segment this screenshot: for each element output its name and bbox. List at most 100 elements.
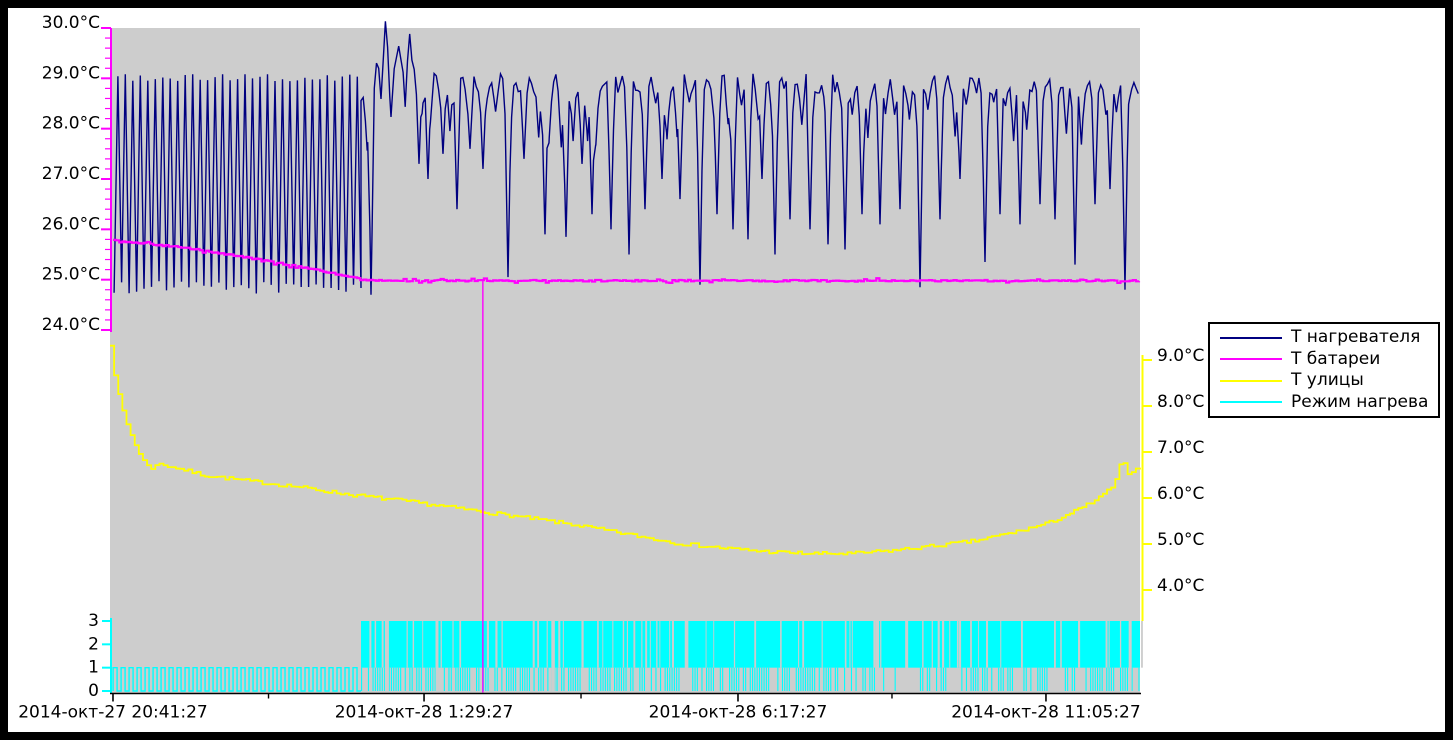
mode-tick [671, 667, 673, 691]
mode-tick [972, 667, 974, 691]
mode-gap [412, 621, 415, 668]
mode-tick [485, 667, 487, 691]
mode-tick [568, 667, 570, 691]
x-tick-label: 2014-окт-28 6:17:27 [649, 703, 828, 723]
mode-major-gap [905, 621, 909, 691]
y-right-tick-label: 8.0°C [1157, 392, 1204, 412]
mode-tick [1099, 667, 1101, 691]
mode-tick [825, 667, 827, 691]
mode-tick [1067, 667, 1069, 691]
mode-tick [862, 667, 864, 691]
legend-label-battery: Т батареи [1291, 348, 1381, 369]
mode-tick [768, 667, 770, 691]
mode-gap [622, 621, 625, 668]
mode-gap [381, 621, 384, 668]
mode-tick [756, 667, 758, 691]
mode-tick [798, 667, 800, 691]
mode-tick [416, 667, 418, 691]
mode-tick [1023, 667, 1025, 691]
mode-tick [469, 667, 471, 691]
mode-tick [384, 667, 386, 691]
mode-tick [1120, 667, 1122, 691]
mode-tick [432, 667, 434, 691]
y-mode-tick-label: 3 [88, 611, 99, 631]
mode-tick [1094, 667, 1096, 691]
mode-tick [390, 667, 393, 691]
x-tick-label: 2014-окт-28 1:29:27 [335, 703, 514, 723]
mode-tick [722, 667, 724, 691]
mode-tick [710, 667, 712, 691]
mode-tick [883, 667, 885, 691]
y-right-tick-label: 4.0°C [1157, 576, 1204, 596]
mode-gap [406, 621, 408, 668]
mode-gap [1141, 621, 1143, 668]
mode-gap [821, 621, 823, 668]
mode-gap [1108, 621, 1110, 668]
y-left-tick-label: 30.0°C [42, 13, 100, 33]
mode-gap [844, 621, 847, 668]
mode-tick [919, 667, 922, 691]
mode-tick [494, 667, 496, 691]
mode-tick [830, 667, 832, 691]
mode-gap [849, 621, 851, 668]
mode-tick [607, 667, 609, 691]
mode-gap [780, 621, 782, 668]
mode-gap [626, 621, 629, 668]
mode-tick [487, 667, 489, 691]
mode-tick [784, 667, 786, 691]
mode-tick [388, 667, 390, 691]
mode-gap [978, 621, 980, 668]
mode-tick [430, 667, 432, 691]
mode-gap [581, 621, 584, 668]
series-heater-line [113, 21, 1139, 295]
mode-tick [620, 667, 623, 691]
mode-tick [570, 667, 572, 691]
mode-tick [814, 667, 816, 691]
mode-tick [478, 667, 480, 691]
mode-gap [641, 621, 643, 668]
mode-tick [795, 667, 797, 691]
legend: Т нагревателя Т батареи Т улицы Режим на… [1208, 322, 1440, 418]
mode-tick [579, 667, 581, 691]
mode-tick [1044, 667, 1046, 691]
mode-tick [1113, 667, 1115, 691]
mode-gap [495, 621, 498, 668]
mode-gap [501, 621, 503, 668]
mode-tick [519, 667, 521, 691]
legend-line-heater [1220, 336, 1282, 339]
mode-tick [818, 667, 820, 691]
mode-tick [733, 667, 735, 691]
mode-tick [379, 667, 381, 691]
mode-tick [595, 667, 597, 691]
mode-gap [486, 621, 489, 668]
mode-tick [1122, 667, 1124, 691]
mode-tick [660, 667, 662, 691]
mode-gap [374, 621, 377, 668]
mode-tick [1037, 667, 1039, 691]
mode-tick [1101, 667, 1103, 691]
mode-gap [798, 621, 800, 668]
mode-tick [765, 667, 767, 691]
mode-tick [361, 667, 363, 691]
mode-tick [754, 667, 756, 691]
mode-tick [708, 667, 710, 691]
mode-tick [623, 667, 625, 691]
mode-tick [1007, 667, 1009, 691]
mode-tick [600, 667, 602, 691]
mode-tick [614, 667, 616, 691]
mode-gap [649, 621, 651, 668]
mode-tick [1138, 667, 1140, 691]
mode-gap [452, 621, 454, 668]
mode-tick [749, 667, 751, 691]
mode-tick [804, 667, 807, 691]
mode-tick [940, 667, 942, 691]
mode-tick [961, 667, 963, 691]
mode-tick [664, 667, 666, 691]
mode-tick [524, 667, 526, 691]
mode-tick [869, 667, 871, 691]
plot-area [110, 28, 1140, 694]
y-left-tick-label: 25.0°C [42, 265, 100, 285]
series-battery-line [113, 238, 1141, 285]
mode-tick [894, 667, 896, 691]
